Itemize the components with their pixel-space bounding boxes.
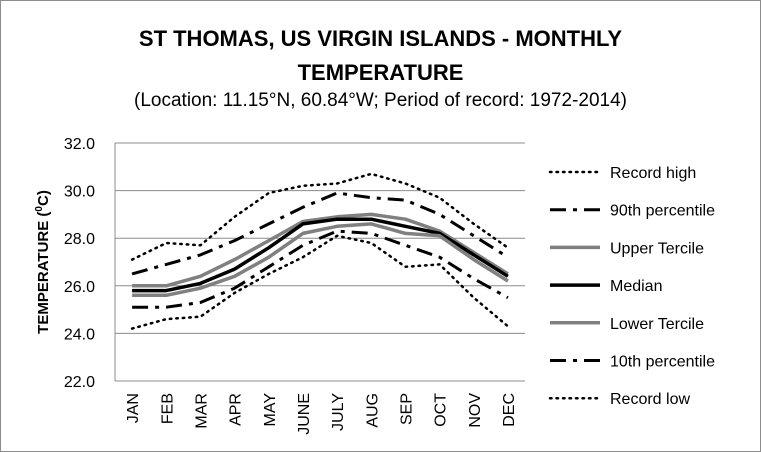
x-tick-label: NOV [467, 393, 484, 428]
series-line-median [132, 217, 509, 293]
series-line-record-high [130, 172, 510, 261]
x-axis-ticks: JAN FEB MAR APR MAY JUNE JULY AUG SEP OCT NOV DEC [125, 393, 518, 435]
y-tick-label: 24.0 [64, 326, 95, 343]
y-axis-title-end: C) [35, 190, 52, 206]
legend-label: 10th percentile [610, 354, 715, 371]
y-tick-label: 28.0 [64, 231, 95, 248]
series-lines [130, 172, 510, 330]
series-line-lower-tercile [132, 222, 509, 298]
x-tick-label: AUG [364, 393, 381, 428]
y-tick-label: 26.0 [64, 279, 95, 296]
y-tick-label: 22.0 [64, 374, 95, 391]
chart-subtitle: (Location: 11.15°N, 60.84°W; Period of r… [134, 90, 627, 111]
legend-label: 90th percentile [610, 203, 715, 220]
y-axis-title-main: TEMPERATURE ( [35, 212, 52, 334]
series-line-upper-tercile [132, 212, 509, 288]
x-tick-label: APR [228, 393, 245, 426]
legend-label: Record low [610, 391, 690, 408]
x-tick-label: FEB [159, 393, 176, 424]
x-tick-label: JAN [125, 393, 142, 423]
y-tick-label: 30.0 [64, 184, 95, 201]
x-tick-label: JUNE [296, 393, 313, 435]
x-tick-label: DEC [501, 393, 518, 427]
x-tick-label: MAR [193, 393, 210, 429]
series-line-10th-percentile [132, 229, 509, 309]
y-tick-label: 32.0 [64, 136, 95, 153]
legend-label: Median [610, 278, 662, 295]
series-line-90th-percentile [131, 191, 509, 276]
legend: Record high 90th percentile Upper Tercile M… [548, 165, 715, 408]
chart-title: ST THOMAS, US VIRGIN ISLANDS - MONTHLY T… [138, 26, 623, 85]
legend-label: Upper Tercile [610, 240, 704, 257]
series-line-record-low [130, 234, 510, 330]
y-axis-title-sup: 0 [34, 206, 45, 212]
x-tick-label: SEP [398, 393, 415, 425]
x-tick-label: OCT [433, 393, 450, 427]
x-tick-label: MAY [262, 393, 279, 427]
y-axis-ticks: 22.0 24.0 26.0 28.0 30.0 32.0 [64, 136, 95, 391]
y-axis-title: TEMPERATURE (0C) [34, 190, 52, 334]
x-tick-label: JULY [330, 393, 347, 431]
legend-label: Record high [610, 165, 696, 182]
legend-label: Lower Tercile [610, 316, 704, 333]
